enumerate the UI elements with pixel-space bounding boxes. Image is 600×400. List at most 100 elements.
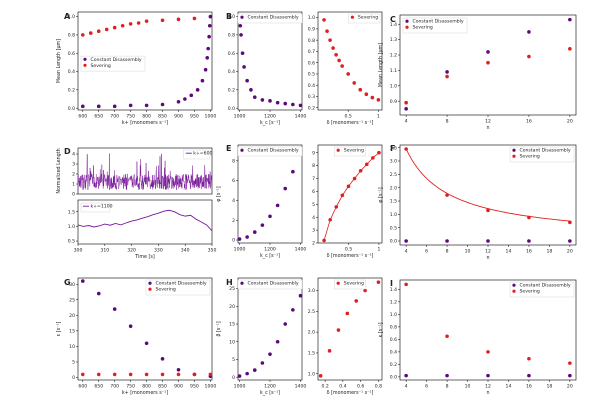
data-point <box>128 103 133 108</box>
legend-label: Constant Disassembly <box>520 148 571 154</box>
y-axis-label: Mean Length [μm] <box>378 43 384 87</box>
y-tick-label: 25 <box>69 297 75 303</box>
x-tick-label: 14 <box>506 249 512 255</box>
data-point <box>275 339 280 344</box>
y-tick-label: 5 <box>312 202 315 208</box>
data-point <box>568 47 572 51</box>
legend-swatch <box>83 63 87 67</box>
y-tick-label: 0.3 <box>308 94 315 100</box>
legend-label: k+=1100 <box>91 204 113 210</box>
y-tick-label: 1.0 <box>68 224 75 230</box>
data-point <box>260 98 265 102</box>
legend-label: Severing <box>358 15 378 21</box>
y-tick-label: 3.5 <box>390 145 397 151</box>
x-tick-label: 320 <box>127 248 136 254</box>
x-tick-label: 6 <box>425 384 428 390</box>
data-point <box>283 101 288 106</box>
data-point <box>96 104 101 109</box>
data-point <box>239 33 243 37</box>
data-point <box>298 103 303 108</box>
x-tick-label: 1000 <box>205 384 217 390</box>
x-tick-label: 300 <box>74 248 83 254</box>
x-tick-label: 330 <box>154 248 163 254</box>
data-point <box>245 371 249 376</box>
data-point <box>486 50 490 54</box>
plot-frame <box>77 277 213 381</box>
data-point <box>336 328 341 332</box>
x-tick-label: 10 <box>465 384 471 390</box>
panel-letter-f: F <box>390 144 395 153</box>
data-point <box>128 324 133 329</box>
x-tick-label: 20 <box>567 119 573 125</box>
data-point <box>207 34 211 39</box>
data-point <box>112 25 117 30</box>
data-point <box>183 97 187 101</box>
y-tick-label: 1.0 <box>68 14 75 20</box>
y-tick-label: 1.1 <box>390 68 397 74</box>
x-tick-label: 16 <box>526 119 532 125</box>
data-point <box>207 23 212 28</box>
legend-label: Constant Disassembly <box>248 148 299 154</box>
y-tick-label: 0.4 <box>308 83 315 89</box>
legend: Severing <box>348 13 381 24</box>
plot-frame <box>237 144 303 244</box>
panel-letter-a: A <box>64 12 71 21</box>
data-point <box>364 92 369 97</box>
data-point <box>80 104 85 109</box>
data-point <box>237 237 242 241</box>
y-tick-label: 0.5 <box>308 72 315 78</box>
legend-swatch <box>148 287 152 291</box>
data-point <box>144 341 149 346</box>
legend-box <box>145 279 211 296</box>
legend-swatch <box>512 154 516 158</box>
x-tick-label: 700 <box>110 114 119 120</box>
y-tick-label: 1.2 <box>390 299 397 305</box>
y-tick-label: 8 <box>312 163 315 169</box>
data-point <box>527 30 531 34</box>
data-point <box>176 372 181 377</box>
legend: Severing <box>334 146 367 157</box>
legend-label: Constant Disassembly <box>91 57 142 63</box>
legend-box <box>183 149 211 160</box>
data-point <box>160 372 165 377</box>
x-tick-label: 950 <box>190 384 199 390</box>
data-point <box>445 334 449 339</box>
legend-label: k+=600 <box>193 151 212 157</box>
x-tick-label: 950 <box>190 114 199 120</box>
x-tick-label: 650 <box>94 114 103 120</box>
data-point <box>377 150 381 155</box>
x-axis-label: n <box>486 391 489 396</box>
x-tick-label: 0.4 <box>339 384 346 390</box>
data-point <box>328 38 332 42</box>
legend-swatch <box>240 281 244 285</box>
data-point <box>527 356 531 361</box>
plot-frame <box>237 11 303 111</box>
x-tick-label: 1200 <box>264 114 276 120</box>
x-tick-label: 4 <box>405 384 408 390</box>
legend-box <box>334 279 367 290</box>
legend-label: Severing <box>344 281 364 287</box>
legend-box <box>348 13 381 24</box>
x-axis-label: k_c [s⁻¹] <box>260 253 280 259</box>
chart-A: A 600 650 700 750 800 850 900 950 1000 0.0 0.2 0.4 0.… <box>56 11 216 126</box>
y-axis-label: Normalized Length <box>56 148 62 193</box>
legend-label: Severing <box>520 154 540 160</box>
x-axis-label: δ [monomers⁻¹ s⁻¹] <box>327 390 374 396</box>
data-point <box>291 169 295 174</box>
data-point <box>80 372 85 377</box>
x-tick-label: 1 <box>377 114 380 120</box>
data-point <box>404 373 408 378</box>
y-tick-label: 0.7 <box>308 49 315 55</box>
panel-letter-i: I <box>390 279 393 288</box>
x-tick-label: 850 <box>158 114 167 120</box>
x-tick-label: 310 <box>100 248 109 254</box>
data-point <box>242 65 246 69</box>
data-point <box>325 29 329 33</box>
data-point <box>327 349 332 353</box>
x-tick-label: 1 <box>377 247 380 253</box>
y-tick-label: 1.0 <box>308 371 315 377</box>
y-tick-label: 0.9 <box>308 26 315 32</box>
y-tick-label: 0.4 <box>228 69 235 75</box>
data-point <box>358 87 363 92</box>
